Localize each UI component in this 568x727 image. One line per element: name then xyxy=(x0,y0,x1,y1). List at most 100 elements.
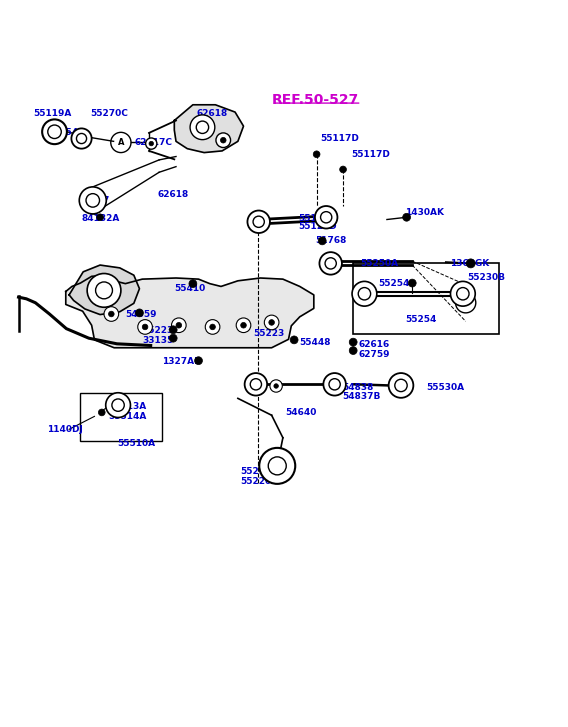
Text: 55510A: 55510A xyxy=(117,439,155,448)
Text: 55513A: 55513A xyxy=(108,402,147,411)
Circle shape xyxy=(172,318,186,332)
Text: 55120D: 55120D xyxy=(298,222,337,231)
Circle shape xyxy=(395,379,407,392)
Circle shape xyxy=(145,138,157,149)
Text: 55514A: 55514A xyxy=(108,412,147,421)
Circle shape xyxy=(450,281,475,306)
Text: 54838: 54838 xyxy=(342,382,373,392)
Circle shape xyxy=(329,379,340,390)
Text: 1140DJ: 1140DJ xyxy=(47,425,82,434)
Text: 51768: 51768 xyxy=(315,236,346,246)
Text: 55530A: 55530A xyxy=(427,382,465,392)
Circle shape xyxy=(315,206,337,228)
Polygon shape xyxy=(66,276,314,348)
Circle shape xyxy=(80,187,106,214)
Text: 55543: 55543 xyxy=(53,129,85,137)
Circle shape xyxy=(253,216,264,228)
Text: 1360GK: 1360GK xyxy=(450,259,489,268)
Text: 1327AD: 1327AD xyxy=(162,357,202,366)
Polygon shape xyxy=(174,105,244,153)
Text: 54559: 54559 xyxy=(126,310,157,318)
Text: 55223: 55223 xyxy=(142,326,173,335)
Circle shape xyxy=(389,373,414,398)
Circle shape xyxy=(42,119,67,144)
Circle shape xyxy=(169,334,177,342)
Text: 55119A: 55119A xyxy=(34,109,72,118)
Circle shape xyxy=(248,211,270,233)
Text: A: A xyxy=(462,298,469,308)
Text: 62759: 62759 xyxy=(359,350,390,359)
Circle shape xyxy=(268,457,286,475)
Text: 1430AK: 1430AK xyxy=(405,208,444,217)
Text: 33135: 33135 xyxy=(142,336,173,345)
Text: 62617C: 62617C xyxy=(135,138,173,147)
Circle shape xyxy=(169,326,177,334)
Circle shape xyxy=(466,259,475,268)
Circle shape xyxy=(349,347,357,355)
Circle shape xyxy=(358,288,370,300)
Text: 55254: 55254 xyxy=(405,315,436,324)
Polygon shape xyxy=(69,265,140,315)
Circle shape xyxy=(216,133,231,148)
Text: 62616: 62616 xyxy=(359,340,390,350)
Circle shape xyxy=(195,357,202,365)
Text: 55117D: 55117D xyxy=(352,150,390,158)
Circle shape xyxy=(259,448,295,484)
Circle shape xyxy=(325,258,336,269)
Text: 55230B: 55230B xyxy=(467,273,505,282)
Text: 62618: 62618 xyxy=(157,190,189,199)
Bar xyxy=(353,263,499,334)
Circle shape xyxy=(197,121,208,134)
Circle shape xyxy=(319,252,342,275)
Text: A: A xyxy=(118,138,124,147)
Text: REF.50-527: REF.50-527 xyxy=(272,93,358,108)
Circle shape xyxy=(320,212,332,223)
Circle shape xyxy=(205,320,220,334)
Circle shape xyxy=(190,115,215,140)
Circle shape xyxy=(72,129,91,148)
Text: 55227: 55227 xyxy=(79,196,110,205)
Circle shape xyxy=(142,324,148,330)
Circle shape xyxy=(270,379,282,392)
Circle shape xyxy=(138,320,152,334)
Text: 55110C: 55110C xyxy=(298,214,336,223)
Text: 55223: 55223 xyxy=(253,329,285,338)
Circle shape xyxy=(241,323,247,328)
Text: 62618: 62618 xyxy=(197,109,228,118)
Text: 54640: 54640 xyxy=(286,408,317,417)
Circle shape xyxy=(220,137,226,143)
Circle shape xyxy=(136,309,143,317)
Text: 55250A: 55250A xyxy=(360,259,398,268)
Circle shape xyxy=(408,279,416,287)
Circle shape xyxy=(210,324,215,330)
Text: 54837B: 54837B xyxy=(342,392,381,401)
Circle shape xyxy=(340,166,346,173)
Circle shape xyxy=(236,318,251,332)
Circle shape xyxy=(269,320,274,325)
Text: 55117D: 55117D xyxy=(320,134,360,143)
Text: 55220A: 55220A xyxy=(241,477,279,486)
Text: 55410: 55410 xyxy=(174,284,206,293)
Circle shape xyxy=(189,280,197,288)
Circle shape xyxy=(318,237,326,245)
Circle shape xyxy=(98,409,105,416)
Circle shape xyxy=(176,323,182,328)
Circle shape xyxy=(250,379,261,390)
Circle shape xyxy=(457,288,469,300)
Circle shape xyxy=(97,214,103,220)
Circle shape xyxy=(349,338,357,346)
Text: 55270C: 55270C xyxy=(90,109,128,118)
Circle shape xyxy=(264,315,279,330)
Text: 84132A: 84132A xyxy=(82,214,120,223)
Circle shape xyxy=(48,125,61,139)
Circle shape xyxy=(77,134,86,144)
Circle shape xyxy=(290,336,298,344)
Circle shape xyxy=(112,399,124,411)
Bar xyxy=(81,393,162,441)
Text: 55254: 55254 xyxy=(378,278,410,288)
Text: 55210A: 55210A xyxy=(241,467,279,476)
Circle shape xyxy=(87,273,121,308)
Circle shape xyxy=(104,307,119,321)
Circle shape xyxy=(245,373,267,395)
Circle shape xyxy=(403,213,411,221)
